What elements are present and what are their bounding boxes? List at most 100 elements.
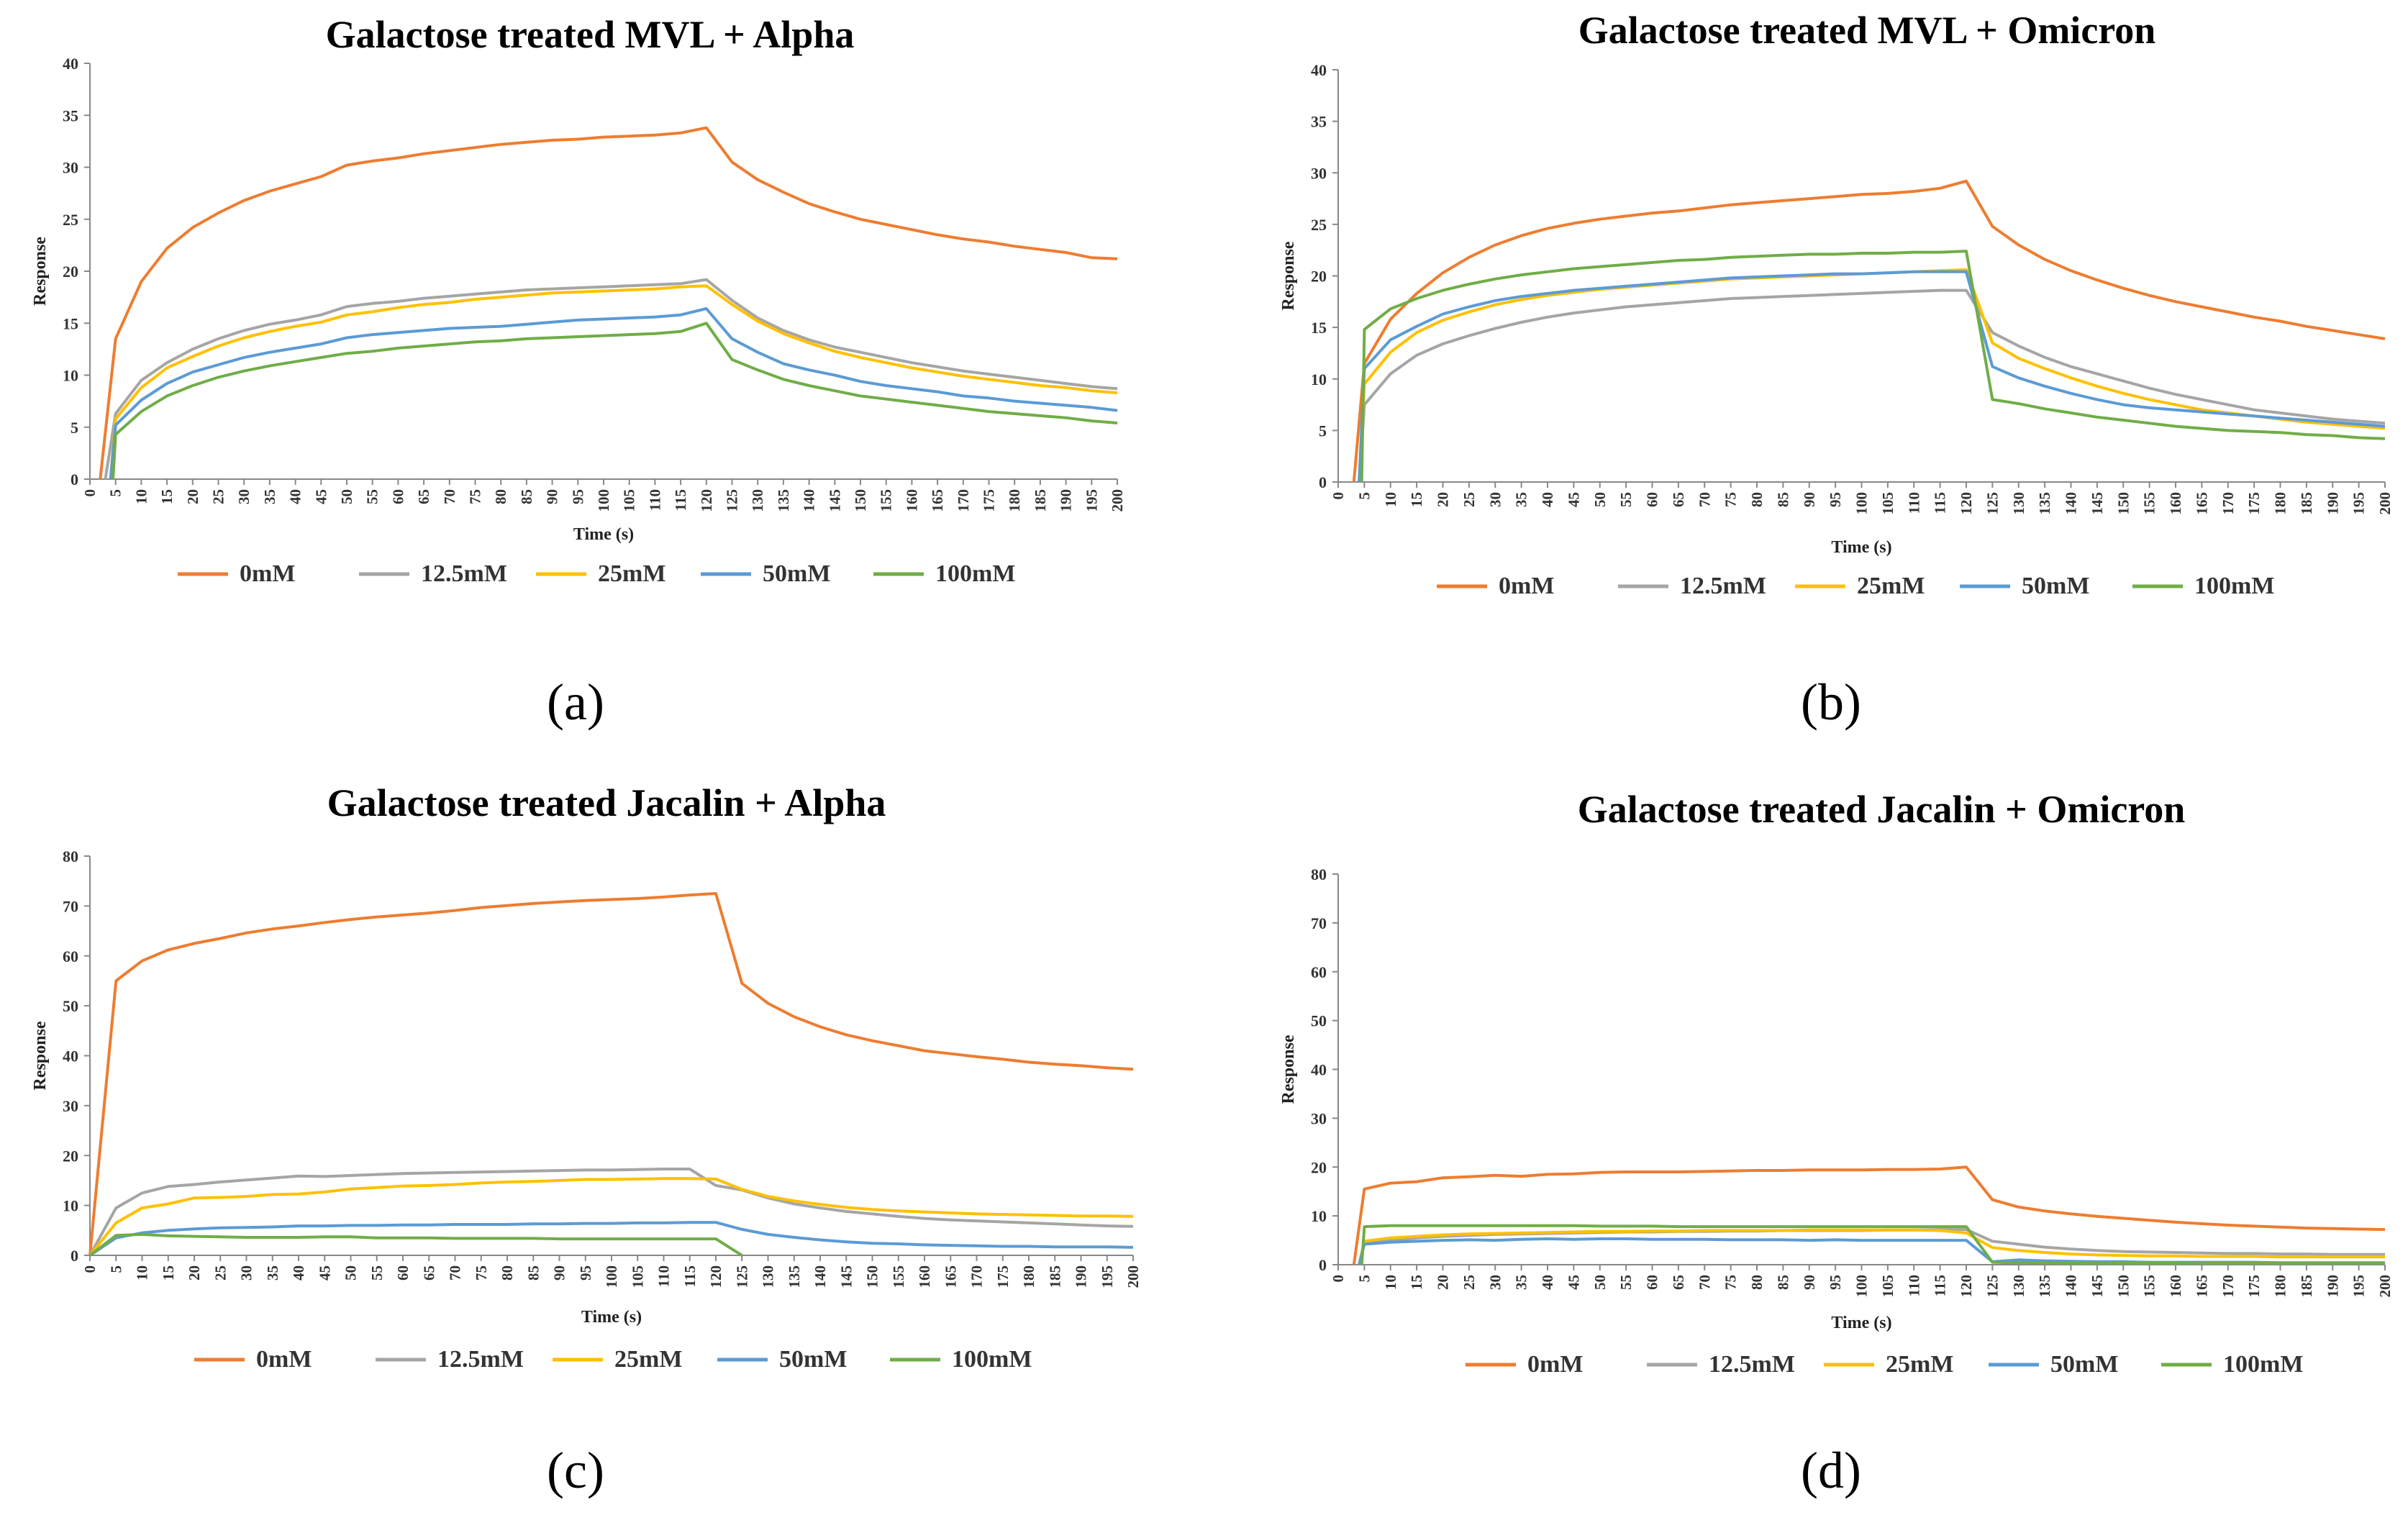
x-tick-label: 10 xyxy=(134,1265,151,1281)
x-tick-label: 25 xyxy=(1460,492,1478,507)
x-tick-label: 110 xyxy=(1905,1275,1922,1296)
x-tick-label: 190 xyxy=(1073,1265,1090,1288)
x-tick-label: 35 xyxy=(264,1265,281,1281)
y-tick-label: 50 xyxy=(63,997,78,1015)
x-tick-label: 140 xyxy=(801,489,818,512)
x-tick-label: 20 xyxy=(1435,1275,1452,1290)
x-tick-label: 90 xyxy=(544,489,561,504)
x-tick-label: 75 xyxy=(1722,1275,1740,1290)
x-tick-label: 200 xyxy=(1125,1265,1142,1288)
x-tick-label: 5 xyxy=(107,489,124,497)
x-tick-label: 40 xyxy=(287,489,304,504)
x-tick-label: 160 xyxy=(903,489,920,512)
x-tick-label: 145 xyxy=(2089,492,2106,515)
y-tick-label: 5 xyxy=(1319,422,1327,440)
y-tick-label: 0 xyxy=(71,470,78,488)
x-tick-label: 60 xyxy=(389,489,406,504)
x-tick-label: 190 xyxy=(2324,492,2341,515)
x-tick-label: 60 xyxy=(394,1265,412,1281)
x-tick-label: 130 xyxy=(2010,1275,2027,1298)
x-tick-label: 15 xyxy=(1408,492,1425,507)
x-tick-label: 170 xyxy=(968,1265,986,1288)
series-line-100mm xyxy=(1360,1224,2385,1265)
chart-title: Galactose treated Jacalin + Alpha xyxy=(327,781,886,824)
x-tick-label: 175 xyxy=(2245,492,2263,515)
x-tick-label: 25 xyxy=(212,1265,229,1281)
x-tick-label: 90 xyxy=(551,1265,568,1281)
series-line-12-5mm xyxy=(104,278,1118,480)
x-tick-label: 200 xyxy=(2376,492,2394,515)
x-tick-label: 115 xyxy=(1932,1275,1949,1296)
y-tick-label: 10 xyxy=(63,1197,78,1215)
x-tick-label: 105 xyxy=(1879,1275,1896,1298)
x-tick-label: 50 xyxy=(338,489,355,504)
x-tick-label: 115 xyxy=(1932,492,1949,514)
legend-entry: 25mM xyxy=(598,560,665,587)
x-tick-label: 200 xyxy=(1109,489,1126,512)
x-tick-label: 115 xyxy=(672,489,689,511)
x-tick-label: 150 xyxy=(2114,492,2132,515)
x-tick-label: 75 xyxy=(467,489,484,504)
legend-entry: 0mM xyxy=(1527,1351,1583,1378)
x-tick-label: 100 xyxy=(603,1265,620,1288)
y-axis-label: Response xyxy=(1279,1034,1298,1104)
x-axis-label: Time (s) xyxy=(1831,538,1891,557)
x-tick-label: 185 xyxy=(2298,492,2315,515)
series-line-50mm xyxy=(1358,270,2386,483)
y-tick-label: 20 xyxy=(1311,1158,1327,1176)
x-tick-label: 185 xyxy=(2298,1275,2315,1298)
legend-entry: 50mM xyxy=(779,1346,847,1373)
x-tick-label: 190 xyxy=(2324,1275,2341,1298)
x-tick-label: 135 xyxy=(2036,492,2053,515)
x-tick-label: 0 xyxy=(1330,1275,1347,1283)
y-tick-label: 20 xyxy=(63,263,78,281)
x-tick-label: 180 xyxy=(2272,1275,2289,1298)
x-tick-label: 200 xyxy=(2376,1275,2394,1298)
y-tick-label: 80 xyxy=(63,847,78,865)
x-tick-label: 50 xyxy=(1591,1275,1609,1290)
x-tick-label: 95 xyxy=(577,1265,594,1281)
x-tick-label: 5 xyxy=(107,1265,124,1273)
series-line-25mm xyxy=(88,1177,1134,1257)
y-tick-label: 30 xyxy=(63,159,78,177)
legend-entry: 50mM xyxy=(2022,573,2089,599)
x-tick-label: 145 xyxy=(837,1265,855,1288)
x-tick-label: 135 xyxy=(2036,1275,2053,1298)
x-tick-label: 40 xyxy=(1539,492,1556,507)
x-tick-label: 80 xyxy=(1748,492,1766,507)
x-tick-label: 65 xyxy=(415,489,432,504)
chart-panel-2: Galactose treated MVL + Omicron051015202… xyxy=(1279,9,2394,731)
y-tick-label: 20 xyxy=(63,1147,78,1165)
x-tick-label: 110 xyxy=(646,489,663,511)
legend-entry: 25mM xyxy=(614,1346,682,1373)
x-tick-label: 120 xyxy=(1958,492,1975,515)
series-line-100mm xyxy=(112,322,1118,480)
series-line-100mm xyxy=(88,1232,743,1257)
x-tick-label: 105 xyxy=(1879,492,1896,515)
y-tick-label: 40 xyxy=(1311,61,1327,79)
x-tick-label: 20 xyxy=(184,489,201,504)
x-tick-label: 165 xyxy=(942,1265,959,1288)
x-tick-label: 150 xyxy=(852,489,869,512)
chart-panel-3: Galactose treated Jacalin + Alpha 0 10 20 30… xyxy=(31,781,1142,1499)
panel-label: (c) xyxy=(547,1442,604,1499)
x-tick-label: 0 xyxy=(1330,492,1347,500)
x-axis-label: Time (s) xyxy=(573,525,634,544)
x-tick-label: 45 xyxy=(312,489,330,504)
x-tick-label: 105 xyxy=(621,489,638,512)
chart-title: Galactose treated Jacalin + Omicron xyxy=(1578,788,2186,831)
x-tick-label: 65 xyxy=(1670,492,1687,507)
x-tick-label: 145 xyxy=(826,489,843,512)
series-line-25mm xyxy=(109,284,1118,480)
legend-entry: 25mM xyxy=(1857,573,1925,599)
x-tick-label: 40 xyxy=(1539,1275,1556,1290)
x-axis-label: Time (s) xyxy=(1831,1314,1891,1332)
x-tick-label: 30 xyxy=(1486,492,1504,507)
chart-panel-4: Galactose treated Jacalin + Omicron 0 10 20… xyxy=(1279,788,2394,1499)
y-tick-label: 0 xyxy=(1319,1256,1327,1274)
x-tick-label: 95 xyxy=(1827,1275,1844,1290)
x-tick-label: 60 xyxy=(1644,492,1661,507)
x-tick-label: 90 xyxy=(1801,492,1818,507)
y-tick-label: 80 xyxy=(1311,865,1327,883)
